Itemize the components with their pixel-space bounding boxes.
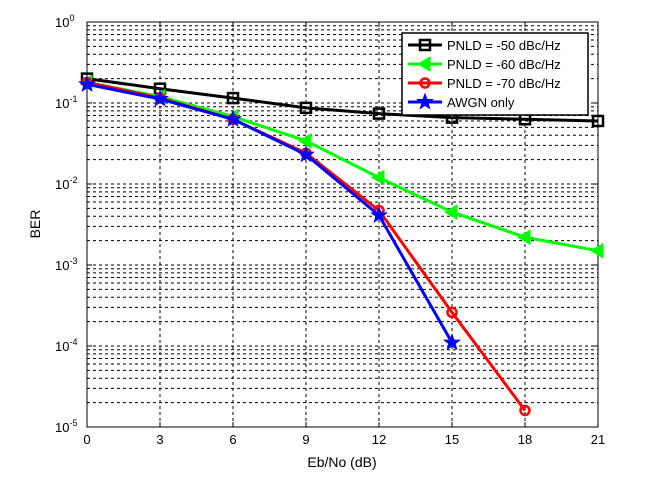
data-point-square bbox=[372, 107, 386, 120]
grid bbox=[87, 22, 598, 427]
series-line bbox=[86, 80, 599, 253]
data-point-square bbox=[591, 114, 605, 128]
legend-label: PNLD = -70 dBc/Hz bbox=[447, 76, 561, 91]
series-star bbox=[77, 74, 462, 351]
x-tick-label: 6 bbox=[229, 432, 236, 447]
data-point-circle bbox=[519, 404, 531, 417]
data-point-triangle bbox=[298, 133, 312, 149]
legend: PNLD = -50 dBc/Hz PNLD = -60 dBc/Hz PNLD =… bbox=[401, 32, 589, 116]
data-point-circle bbox=[419, 77, 431, 89]
data-point-triangle bbox=[590, 242, 604, 259]
data-point-star bbox=[223, 109, 243, 127]
legend-item: PNLD = -70 dBc/Hz bbox=[408, 76, 561, 91]
plot-frame bbox=[86, 21, 599, 428]
data-point-star bbox=[442, 333, 462, 351]
data-point-star bbox=[369, 205, 389, 224]
data-point-triangle bbox=[517, 229, 531, 246]
y-tick-label: 10-1 bbox=[55, 94, 77, 111]
x-tick-label: 21 bbox=[591, 432, 605, 447]
data-point-circle bbox=[446, 306, 458, 319]
data-point-triangle bbox=[444, 204, 458, 220]
data-point-square bbox=[299, 101, 313, 115]
x-tick-label: 0 bbox=[83, 432, 90, 447]
legend-item: PNLD = -60 dBc/Hz bbox=[408, 56, 561, 72]
y-tick-label: 10-2 bbox=[55, 175, 77, 192]
legend-label: AWGN only bbox=[447, 95, 515, 110]
x-axis-label: Eb/No (dB) bbox=[307, 454, 376, 470]
x-tick-label: 18 bbox=[518, 432, 532, 447]
x-tick-label: 3 bbox=[156, 432, 163, 447]
series-line bbox=[86, 77, 599, 123]
data-point-triangle bbox=[417, 56, 431, 72]
y-axis-label: BER bbox=[27, 210, 43, 239]
x-tick-label: 9 bbox=[302, 432, 309, 447]
x-tick-label: 15 bbox=[445, 432, 459, 447]
x-tick-label: 12 bbox=[372, 432, 386, 447]
data-point-star bbox=[77, 74, 97, 92]
y-tick-label: 100 bbox=[55, 13, 74, 30]
data-point-star bbox=[150, 89, 170, 107]
y-tick-label: 10-4 bbox=[55, 337, 77, 354]
data-point-star bbox=[415, 92, 435, 110]
legend-label: PNLD = -60 dBc/Hz bbox=[447, 57, 561, 72]
series-line bbox=[86, 82, 454, 344]
y-tick-label: 10-3 bbox=[55, 256, 77, 273]
legend-item: AWGN only bbox=[408, 92, 515, 110]
data-point-star bbox=[296, 145, 316, 163]
axis-ticks: 0 3 6 9 12 15 18 21 100 10-1 10-2 10-3 10-4 10-5 bbox=[55, 13, 605, 447]
data-point-triangle bbox=[371, 169, 385, 186]
data-point-square bbox=[226, 91, 240, 105]
legend-label: PNLD = -50 dBc/Hz bbox=[447, 38, 561, 53]
series-group bbox=[77, 72, 605, 417]
y-tick-label: 10-5 bbox=[55, 418, 77, 435]
data-point-square bbox=[418, 38, 432, 52]
legend-item: PNLD = -50 dBc/Hz bbox=[408, 38, 561, 53]
